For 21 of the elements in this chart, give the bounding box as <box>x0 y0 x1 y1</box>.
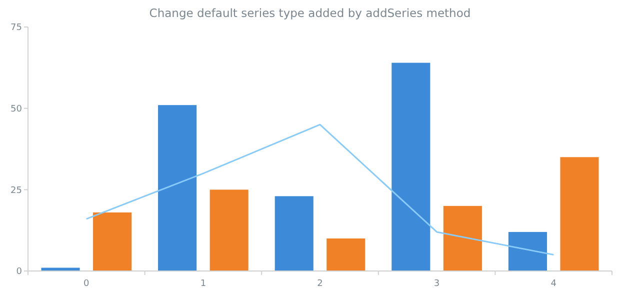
bar <box>41 268 80 271</box>
y-tick-label: 0 <box>16 267 22 278</box>
x-tick-label: 4 <box>550 279 557 289</box>
bar <box>158 105 197 271</box>
bar <box>93 212 132 271</box>
y-tick-label: 50 <box>10 104 22 114</box>
bar <box>210 190 248 271</box>
x-tick-label: 0 <box>84 279 90 289</box>
x-tick-label: 1 <box>200 279 206 289</box>
line-series <box>86 124 554 256</box>
bar <box>508 232 547 271</box>
x-tick-label: 3 <box>434 279 440 289</box>
bar <box>560 157 599 271</box>
bar <box>443 206 482 271</box>
bar <box>326 238 366 271</box>
bar <box>274 196 314 271</box>
y-tick-label: 25 <box>10 186 22 196</box>
bar <box>392 62 430 271</box>
y-tick-label: 75 <box>10 23 22 34</box>
chart-title: Change default series type added by addSeries method <box>149 6 471 20</box>
x-tick-label: 2 <box>317 279 323 289</box>
